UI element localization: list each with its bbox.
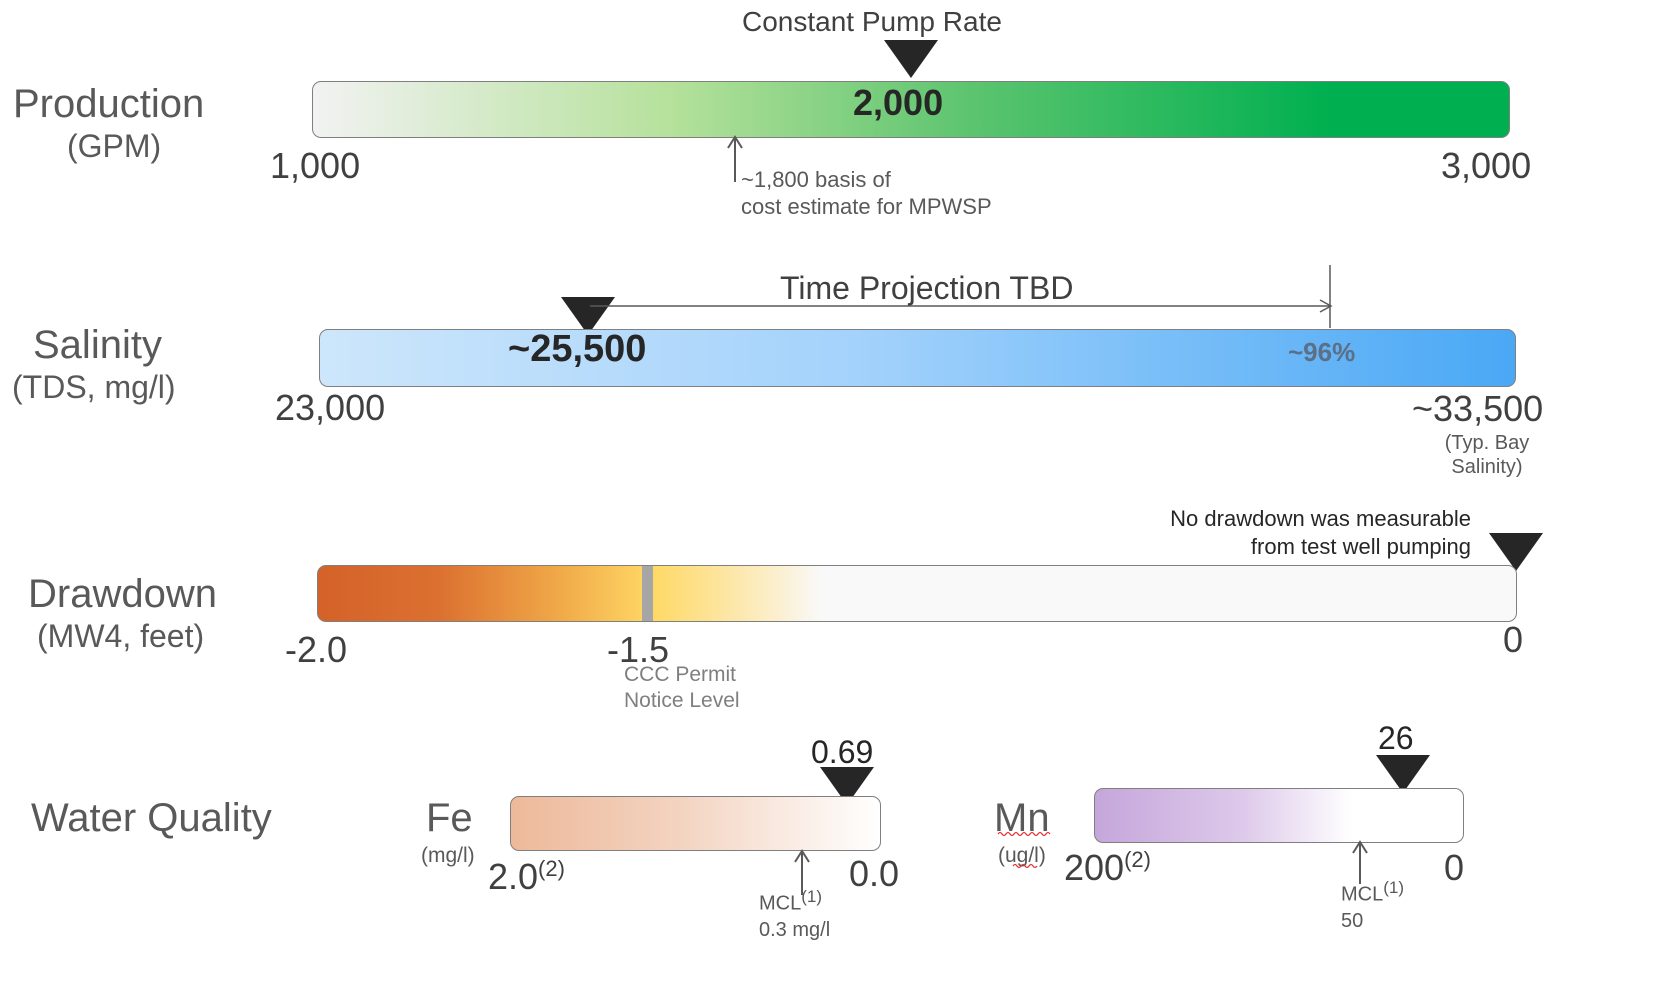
- fe-mcl-sup: (1): [801, 887, 823, 906]
- production-note-line2: cost estimate for MPWSP: [741, 194, 992, 219]
- mn-min: 200(2): [1064, 847, 1151, 889]
- mn-min-label: 200: [1064, 847, 1125, 888]
- salinity-max-note: (Typ. Bay Salinity): [1432, 431, 1542, 479]
- time-projection-label: Time Projection TBD: [780, 270, 1074, 306]
- mn-mcl-label: MCL: [1341, 883, 1384, 906]
- mn-mcl-sup: (1): [1383, 878, 1405, 897]
- fe-mcl-label: MCL: [759, 892, 802, 915]
- production-max-label: 3,000: [1441, 145, 1532, 186]
- salinity-max-note-line2: Salinity): [1451, 456, 1523, 478]
- fe-min: 2.0(2): [488, 856, 565, 898]
- salinity-title: Salinity: [33, 323, 162, 367]
- drawdown-marker-note-line1: No drawdown was measurable: [1170, 506, 1471, 531]
- fe-min-sup: (2): [538, 856, 565, 881]
- mn-bar: [1094, 788, 1464, 843]
- permit-notice-note-line2: Notice Level: [624, 689, 740, 712]
- permit-notice-note: CCC Permit Notice Level: [624, 662, 740, 714]
- drawdown-marker-note-line2: from test well pumping: [1250, 534, 1471, 559]
- salinity-marker-icon: [561, 297, 615, 335]
- mn-spellcheck-underline: [997, 831, 1051, 837]
- time-projection-arrow: [590, 265, 1333, 328]
- fe-name: Fe: [426, 796, 473, 840]
- production-min-label: 1,000: [270, 145, 361, 186]
- mn-value: 26: [1378, 720, 1414, 756]
- production-note: ~1,800 basis of cost estimate for MPWSP: [741, 166, 992, 220]
- salinity-min-label: 23,000: [275, 387, 386, 428]
- salinity-max-label: ~33,500: [1412, 388, 1544, 429]
- production-title: Production: [13, 82, 205, 126]
- mn-marker-icon: [1376, 755, 1430, 793]
- mn-min-sup: (2): [1124, 847, 1151, 872]
- water-quality-title: Water Quality: [31, 796, 272, 840]
- fe-max-label: 0.0: [849, 853, 900, 894]
- drawdown-marker-icon: [1489, 533, 1543, 571]
- salinity-max-note-line1: (Typ. Bay: [1444, 432, 1530, 454]
- production-marker-icon: [884, 40, 938, 78]
- fe-mcl-value: 0.3 mg/l: [759, 918, 831, 941]
- production-note-arrow: [727, 135, 743, 182]
- production-value: 2,000: [853, 82, 944, 123]
- mn-max-label: 0: [1444, 847, 1465, 888]
- drawdown-marker-note: No drawdown was measurable from test wel…: [1136, 505, 1471, 561]
- fe-bar: [510, 796, 881, 851]
- drawdown-title: Drawdown: [28, 572, 217, 616]
- production-unit: (GPM): [67, 128, 162, 164]
- ug-spellcheck-underline: [1012, 863, 1038, 869]
- permit-notice-note-line1: CCC Permit: [624, 663, 737, 686]
- salinity-percent: ~96%: [1288, 337, 1356, 367]
- drawdown-min-label: -2.0: [285, 629, 348, 670]
- constant-pump-rate-label: Constant Pump Rate: [742, 6, 1002, 37]
- salinity-bar: [319, 329, 1516, 387]
- production-note-line1: ~1,800 basis of: [741, 167, 891, 192]
- salinity-unit: (TDS, mg/l): [12, 369, 176, 405]
- drawdown-bar: [317, 565, 1517, 622]
- drawdown-mid-label: -1.5: [607, 629, 670, 670]
- mn-mcl-arrow: [1352, 840, 1368, 884]
- mn-mcl-note: MCL(1) 50: [1341, 875, 1404, 934]
- drawdown-max-label: 0: [1503, 619, 1524, 660]
- production-bar: [312, 81, 1510, 138]
- drawdown-unit: (MW4, feet): [37, 618, 205, 654]
- fe-value: 0.69: [811, 734, 874, 770]
- fe-unit: (mg/l): [421, 844, 475, 867]
- fe-mcl-arrow: [794, 849, 810, 895]
- fe-min-label: 2.0: [488, 856, 539, 897]
- permit-notice-level-mark: [642, 566, 653, 621]
- mn-mcl-value: 50: [1341, 909, 1364, 932]
- mn-unit: (ug/l): [998, 844, 1046, 867]
- salinity-value: ~25,500: [508, 328, 647, 370]
- fe-mcl-note: MCL(1) 0.3 mg/l: [759, 884, 830, 943]
